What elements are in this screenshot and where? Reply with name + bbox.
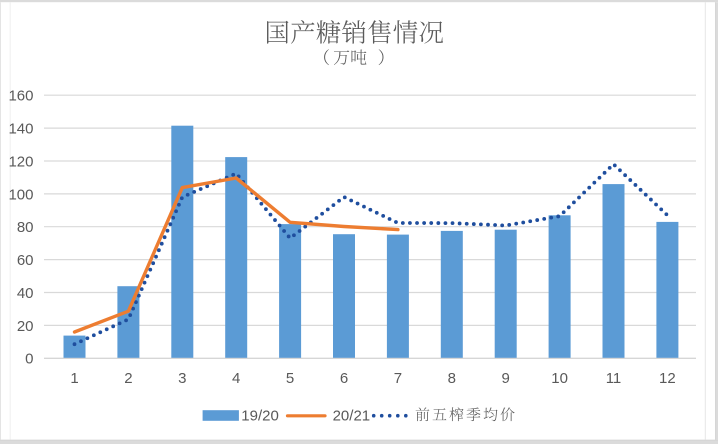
svg-text:20: 20 xyxy=(17,318,34,335)
svg-text:8: 8 xyxy=(448,370,456,387)
svg-text:10: 10 xyxy=(551,370,568,387)
svg-text:3: 3 xyxy=(178,370,186,387)
svg-text:11: 11 xyxy=(606,370,622,387)
svg-text:20/21: 20/21 xyxy=(333,408,371,425)
svg-text:12: 12 xyxy=(659,370,676,387)
svg-text:5: 5 xyxy=(286,370,294,387)
svg-text:120: 120 xyxy=(8,153,33,170)
svg-text:60: 60 xyxy=(17,252,34,269)
svg-text:100: 100 xyxy=(8,186,33,203)
svg-text:4: 4 xyxy=(232,370,240,387)
svg-text:19/20: 19/20 xyxy=(241,408,279,425)
svg-text:80: 80 xyxy=(17,219,34,236)
svg-text:1: 1 xyxy=(70,370,78,387)
svg-text:160: 160 xyxy=(8,88,33,105)
svg-text:40: 40 xyxy=(17,285,34,302)
svg-text:0: 0 xyxy=(25,351,33,368)
svg-text:2: 2 xyxy=(124,370,132,387)
svg-text:6: 6 xyxy=(340,370,348,387)
svg-text:140: 140 xyxy=(8,121,33,138)
svg-text:7: 7 xyxy=(394,370,402,387)
svg-text:9: 9 xyxy=(502,370,510,387)
